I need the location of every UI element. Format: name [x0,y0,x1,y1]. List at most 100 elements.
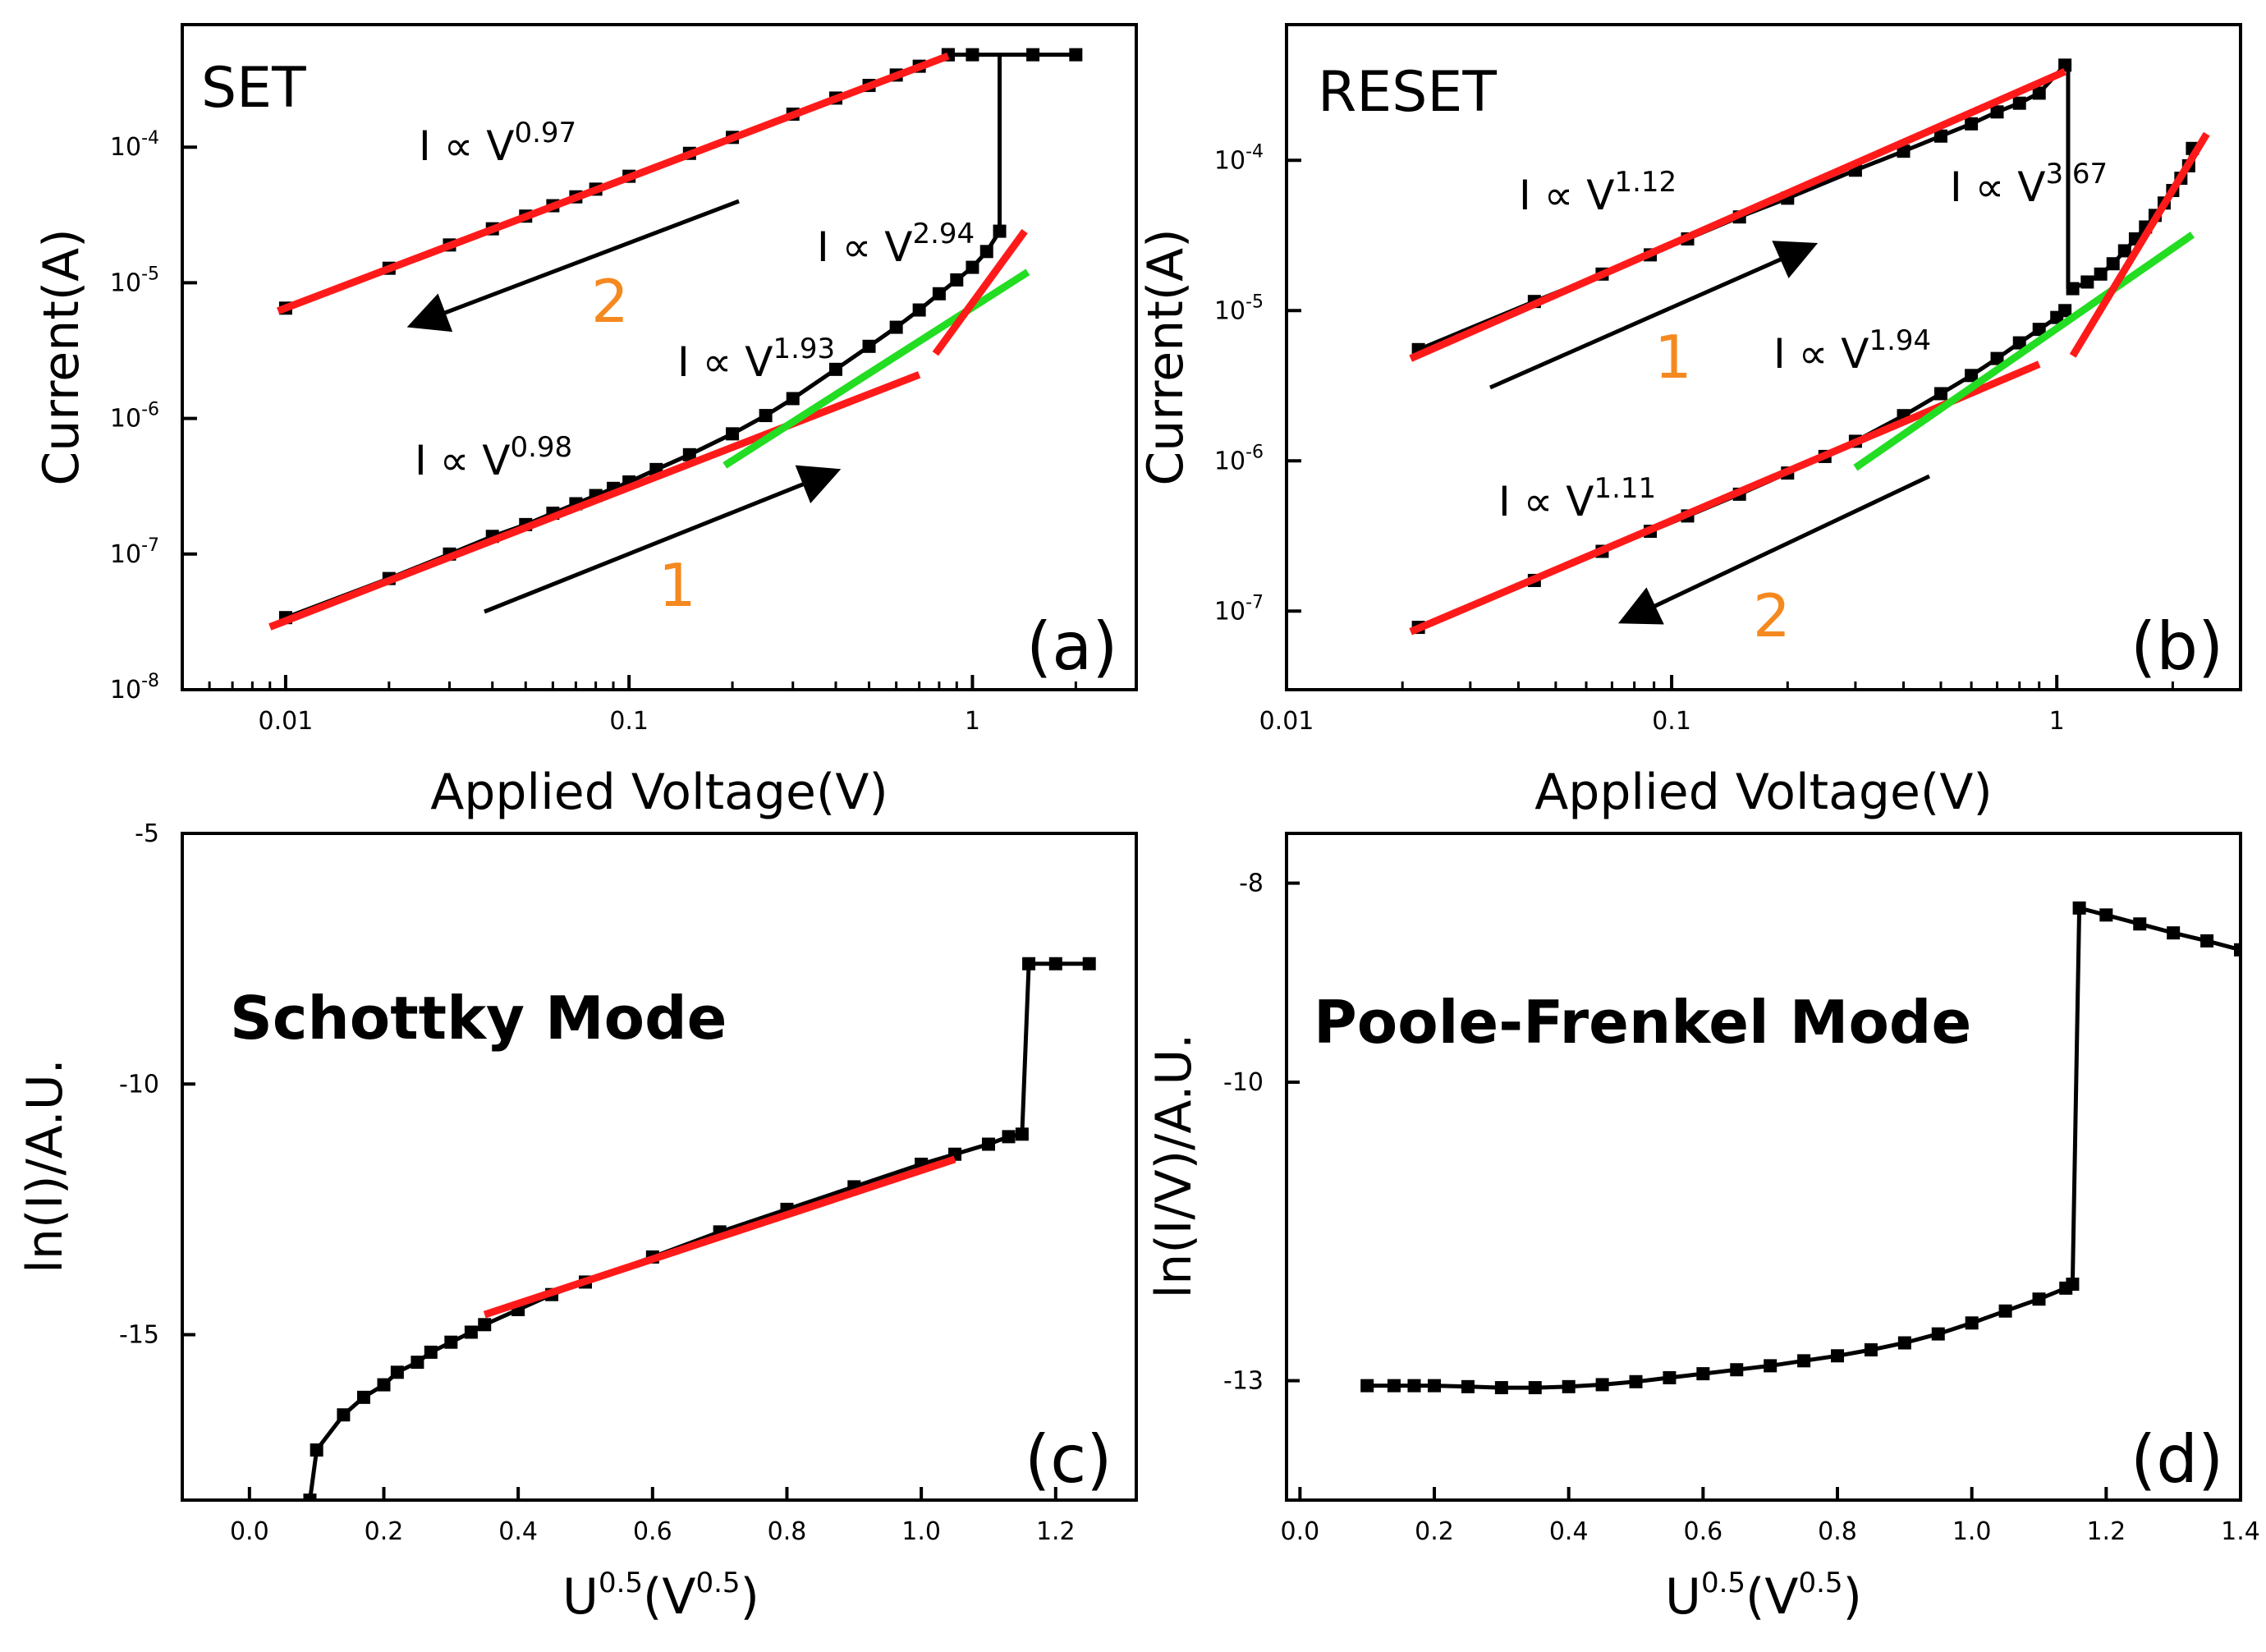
x-tick-label: 1 [2049,707,2065,736]
x-tick-label: 0.2 [365,1517,404,1546]
data-point [2032,86,2046,100]
y-axis-label: ln(I)/A.U. [16,1058,74,1273]
data-point [2032,323,2046,337]
data-point [1990,351,2004,365]
data-point [1048,957,1062,971]
data-point [786,392,800,406]
data-point [2058,304,2072,318]
x-tick-label: 1.2 [1036,1517,1076,1546]
fit-line [268,371,921,631]
y-tick-label: 10-7 [1214,592,1264,626]
panel-d-marks: 0.0 0.2 0.4 0.6 0.8 1.0 1.2 1.4 -8 -10 -13 [1223,870,2260,1546]
fit-line [722,268,1030,469]
panel-label: (b) [2131,608,2223,685]
x-tick-label: 0.4 [1549,1517,1589,1546]
plot-frame [181,23,1138,691]
data-point [979,245,993,259]
y-tick-label: -5 [135,819,159,848]
sweep-number: 2 [591,267,629,336]
y-axis-label: Current(A) [33,228,90,485]
data-point [1015,1127,1029,1141]
y-tick-label: -10 [1223,1068,1264,1097]
x-tick-label: 1 [965,707,980,736]
fit-line [2069,131,2210,358]
data-point [1494,1381,1508,1395]
data-point [862,339,876,353]
data-layer [1409,58,2210,636]
data-point [2117,244,2131,258]
data-point [377,1378,391,1392]
data-line [1417,309,2066,630]
x-axis-label: Applied Voltage(V) [430,764,888,821]
plot-frame [1285,23,2242,691]
data-point [1965,369,1979,383]
y-tick-label: -13 [1223,1367,1264,1396]
data-point [464,1325,478,1339]
data-point [1663,1370,1677,1384]
y-tick-label: 10-8 [110,671,159,704]
panel-b: 0.01 0.1 1 10-7 10-6 10-5 10-4 RESET (b) Appli… [1137,23,2242,821]
panel-d: 0.0 0.2 0.4 0.6 0.8 1.0 1.2 1.4 -8 -10 -13 Poole-F… [1145,832,2260,1626]
data-point [981,1137,995,1151]
data-point [1407,1379,1421,1393]
data-point [2012,96,2026,110]
x-tick-label: 0.1 [609,707,649,736]
y-tick-label: -10 [119,1070,159,1099]
data-point [2066,1278,2080,1292]
x-tick-label: 0.2 [1415,1517,1454,1546]
data-point [356,1390,370,1404]
fit-line [1853,232,2195,471]
data-point [337,1408,351,1422]
data-point [1360,1379,1374,1393]
x-tick-label: 0.01 [259,707,314,736]
data-point [1933,387,1947,401]
data-point [682,447,696,461]
data-point [932,287,946,301]
panel-a: 0.01 0.1 1 10-8 10-7 10-6 10-5 10-4 SET (a) App… [33,23,1138,821]
data-point [1864,1342,1878,1356]
data-point [2012,336,2026,350]
data-point [2094,267,2108,281]
x-tick-label: 0.8 [1818,1517,1857,1546]
x-tick-label: 0.4 [498,1517,538,1546]
data-point [1026,48,1040,62]
panel-label: (c) [1025,1421,1112,1498]
x-tick-label: 0.0 [230,1517,269,1546]
sweep-number: 1 [658,551,696,620]
data-point [889,320,903,334]
data-point [1730,1363,1744,1377]
data-layer [1360,901,2241,1395]
data-point [1931,1327,1945,1341]
data-layer [303,957,1096,1500]
panel-c: 0.0 0.2 0.4 0.6 0.8 1.0 1.2 -5 -10 -15 Schottky M… [16,819,1138,1626]
data-point [1998,1304,2012,1318]
panel-label: (d) [2131,1421,2223,1498]
sweep-arrow [1488,241,1819,390]
y-tick-label: 10-5 [110,264,159,297]
data-point [1082,957,1096,971]
y-tick-label: 10-5 [1214,291,1264,325]
fit-label: I ∝ V1.93 [677,333,835,386]
x-tick-label: 1.0 [1952,1517,1992,1546]
x-tick-label: 0.6 [1683,1517,1722,1546]
data-layer [268,48,1083,631]
y-tick-label: -8 [1239,870,1264,898]
x-tick-label: 0.0 [1281,1517,1320,1546]
data-point [2032,1292,2046,1306]
data-point [1933,129,1947,143]
x-tick-label: 0.8 [768,1517,807,1546]
data-point [912,303,926,317]
x-tick-label: 1.2 [2086,1517,2126,1546]
plot-frame [181,832,1138,1502]
fit-label: I ∝ V0.98 [415,431,572,484]
panel-a-marks: 0.01 0.1 1 10-8 10-7 10-6 10-5 10-4 [110,48,1083,736]
mode-title: Schottky Mode [230,984,727,1053]
y-tick-label: 10-4 [110,128,159,162]
y-tick-label: 10-6 [110,400,159,434]
data-point [424,1345,438,1359]
data-point [1002,1130,1016,1144]
data-point [390,1365,404,1379]
data-point [303,1494,317,1500]
sweep-arrow [406,199,740,333]
x-tick-label: 0.1 [1652,707,1691,736]
